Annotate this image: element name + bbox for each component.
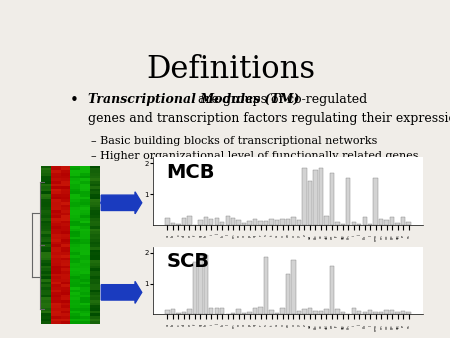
Bar bbox=[390, 217, 394, 225]
Bar bbox=[341, 312, 345, 314]
Bar bbox=[253, 308, 257, 314]
Bar bbox=[313, 170, 318, 225]
Bar bbox=[176, 224, 180, 225]
Bar bbox=[264, 257, 268, 314]
Bar bbox=[286, 219, 290, 225]
Bar bbox=[297, 311, 301, 314]
Bar bbox=[357, 224, 361, 225]
Bar bbox=[368, 224, 373, 225]
Bar bbox=[187, 216, 192, 225]
Bar bbox=[374, 312, 378, 314]
Bar bbox=[237, 309, 241, 314]
Bar bbox=[379, 312, 383, 314]
Bar bbox=[165, 310, 170, 314]
Bar bbox=[401, 311, 405, 314]
Bar bbox=[220, 222, 225, 225]
Bar bbox=[384, 220, 389, 225]
Bar bbox=[225, 216, 230, 225]
Bar bbox=[384, 310, 389, 314]
Bar bbox=[248, 221, 252, 225]
Bar bbox=[253, 219, 257, 225]
Bar bbox=[291, 260, 296, 314]
Bar bbox=[351, 308, 356, 314]
Bar bbox=[275, 220, 279, 225]
Bar bbox=[231, 218, 235, 225]
Bar bbox=[374, 178, 378, 225]
Bar bbox=[363, 217, 367, 225]
Bar bbox=[341, 224, 345, 225]
Bar bbox=[171, 309, 175, 314]
Bar bbox=[401, 217, 405, 225]
Bar bbox=[187, 309, 192, 314]
Bar bbox=[242, 223, 246, 225]
Bar bbox=[209, 219, 213, 225]
Bar bbox=[396, 223, 400, 225]
Bar bbox=[319, 311, 323, 314]
Bar bbox=[357, 311, 361, 314]
Bar bbox=[368, 310, 373, 314]
Bar bbox=[379, 219, 383, 225]
FancyArrow shape bbox=[101, 192, 142, 214]
Bar bbox=[291, 217, 296, 225]
Bar bbox=[302, 310, 306, 314]
Bar bbox=[193, 262, 197, 314]
Bar bbox=[280, 308, 285, 314]
Bar bbox=[335, 309, 339, 314]
Bar bbox=[363, 312, 367, 314]
Text: Definitions: Definitions bbox=[146, 54, 315, 84]
Bar bbox=[324, 216, 328, 225]
Bar bbox=[308, 308, 312, 314]
Bar bbox=[351, 222, 356, 225]
Bar bbox=[324, 309, 328, 314]
Bar bbox=[275, 313, 279, 314]
Bar bbox=[297, 220, 301, 225]
Text: are groups of co-regulated: are groups of co-regulated bbox=[194, 93, 367, 105]
Bar bbox=[258, 221, 263, 225]
Bar bbox=[313, 311, 318, 314]
Text: SCB: SCB bbox=[166, 252, 210, 271]
Bar bbox=[182, 312, 186, 314]
Bar bbox=[182, 218, 186, 225]
Bar bbox=[270, 219, 274, 225]
Bar bbox=[203, 255, 208, 314]
Bar bbox=[270, 310, 274, 314]
Bar bbox=[406, 312, 411, 314]
Text: Transcriptional Modules (TM): Transcriptional Modules (TM) bbox=[88, 93, 299, 105]
Bar bbox=[248, 312, 252, 314]
Bar bbox=[335, 222, 339, 225]
FancyArrow shape bbox=[101, 281, 142, 304]
Bar bbox=[258, 307, 263, 314]
Bar bbox=[330, 173, 334, 225]
Bar bbox=[390, 310, 394, 314]
Text: – Basic building blocks of transcriptional networks: – Basic building blocks of transcription… bbox=[91, 136, 378, 146]
Bar bbox=[330, 266, 334, 314]
Bar bbox=[203, 217, 208, 225]
Bar bbox=[198, 255, 202, 314]
Bar bbox=[215, 308, 219, 314]
Text: – Higher organizational level of functionally related genes: – Higher organizational level of functio… bbox=[91, 151, 418, 161]
Bar bbox=[176, 313, 180, 314]
Bar bbox=[220, 308, 225, 314]
Bar bbox=[165, 218, 170, 225]
Bar bbox=[319, 168, 323, 225]
Text: genes and transcription factors regulating their expression: genes and transcription factors regulati… bbox=[88, 112, 450, 125]
Bar bbox=[280, 219, 285, 225]
Bar bbox=[242, 313, 246, 314]
Bar bbox=[215, 218, 219, 225]
Bar bbox=[302, 168, 306, 225]
Bar bbox=[198, 220, 202, 225]
Text: MCB: MCB bbox=[166, 163, 215, 182]
Bar bbox=[171, 223, 175, 225]
Bar bbox=[308, 182, 312, 225]
Bar bbox=[209, 308, 213, 314]
Bar bbox=[264, 221, 268, 225]
Bar bbox=[231, 313, 235, 314]
Bar bbox=[237, 220, 241, 225]
Text: •: • bbox=[70, 93, 79, 107]
Bar bbox=[396, 312, 400, 314]
Bar bbox=[406, 221, 411, 225]
Bar bbox=[286, 274, 290, 314]
Bar bbox=[346, 177, 351, 225]
